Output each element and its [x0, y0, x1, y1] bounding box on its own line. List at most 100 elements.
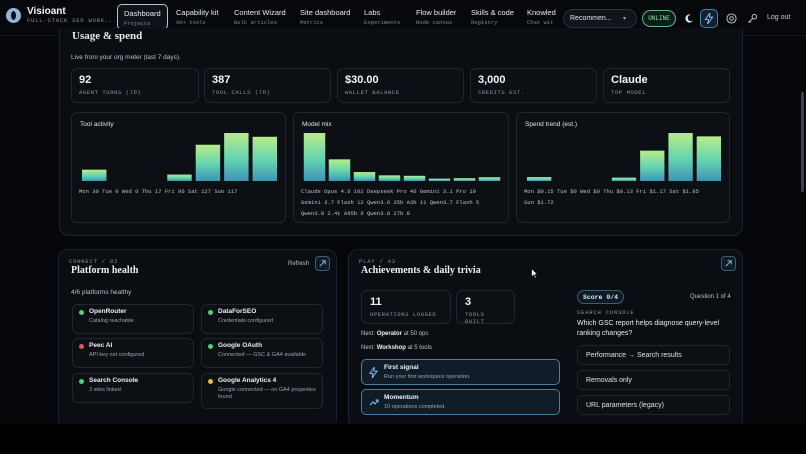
achievement-badge[interactable]: Momentum 10 operations completed. — [361, 389, 560, 415]
tab-labs[interactable]: Labs Experiments — [358, 4, 406, 30]
score-badge: Score 0/4 — [577, 290, 624, 304]
tab-flow-builder[interactable]: Flow builder Node canvas — [410, 4, 462, 30]
stat-label: TOOLS BUILT — [465, 311, 485, 325]
tab-label: Site dashboard — [300, 8, 351, 17]
brand-tagline: FULL-STACK SEO WORK... — [27, 17, 118, 24]
chart-bar — [353, 172, 376, 181]
tab-site-dashboard[interactable]: Site dashboard Metrics — [294, 4, 356, 30]
badge-name: Momentum — [384, 394, 419, 401]
stat-value: 387 — [212, 74, 231, 86]
achievement-badge[interactable]: First signal Run your first workspace op… — [361, 359, 560, 385]
health-summary: 4/6 platforms healthy — [71, 289, 132, 296]
platform-desc: Credentials configured — [218, 318, 274, 324]
stat-label: AGENT TURNS (7D) — [79, 89, 142, 96]
badge-desc: 10 operations completed. — [384, 404, 446, 410]
tab-label: Knowled — [527, 8, 556, 17]
stat-value: Claude — [611, 74, 648, 86]
chart-caption-line: Mon 30 Tue 0 Wed 0 Thu 17 Fri 96 Sat 127… — [79, 188, 238, 195]
stat-card: 92 AGENT TURNS (7D) — [71, 68, 199, 103]
chart-caption: Claude Opus 4.6 102 Deepseek Pro 46 Gemi… — [301, 186, 479, 219]
tab-label: Dashboard — [124, 9, 161, 18]
tool-activity-chart: Tool activity Mon 30 Tue 0 Wed 0 Thu 17 … — [71, 112, 286, 223]
usage-subtitle: Live from your org meter (last 7 days). — [71, 54, 181, 61]
stat-value: 92 — [79, 74, 92, 86]
platform-card-peec-ai[interactable]: Peec AI API key not configured — [72, 338, 194, 368]
badge-desc: Run your first workspace operation. — [384, 374, 471, 380]
stat-label: OPERATIONS LOGGED — [370, 311, 437, 318]
platform-name: Google Analytics 4 — [218, 377, 277, 384]
scrollbar-thumb[interactable] — [801, 92, 804, 192]
tab-label: Content Wizard — [234, 8, 286, 17]
bottom-strip — [0, 424, 806, 454]
stat-card: 11 OPERATIONS LOGGED — [361, 290, 451, 324]
platform-card-search-console[interactable]: Search Console 3 sites linked — [72, 373, 194, 403]
tab-capability-kit[interactable]: Capability kit 90+ tools — [170, 4, 225, 30]
stat-card: 3 TOOLS BUILT — [456, 290, 515, 325]
key-icon — [747, 13, 757, 23]
chart-caption-line: Mon $0.15 Tue $0 Wed $0 Thu $0.13 Fri $1… — [524, 188, 699, 195]
platform-desc: Connected — GSC & GA4 available — [218, 352, 307, 358]
tab-sublabel: Chat wit — [527, 19, 554, 26]
stat-card: Claude TOP MODEL — [603, 68, 730, 103]
chart-bar — [303, 133, 326, 181]
status-dot — [208, 344, 213, 349]
tab-label: Labs — [364, 8, 381, 17]
next-milestone: Next: Operator at 50 ops — [361, 331, 428, 337]
help-icon — [725, 13, 737, 24]
platform-name: Google OAuth — [218, 342, 263, 349]
tab-knowledge[interactable]: Knowled Chat wit — [521, 4, 559, 30]
chevron-down-icon: ▾ — [622, 16, 626, 22]
answer-option[interactable]: Performance → Search results — [577, 345, 730, 365]
section-eyebrow: CONNECT / 02 — [69, 258, 119, 265]
status-dot — [208, 310, 213, 315]
platform-card-dataforseo[interactable]: DataForSEO Credentials configured — [201, 304, 323, 334]
platform-card-google-oauth[interactable]: Google OAuth Connected — GSC & GA4 avail… — [201, 338, 323, 368]
platform-name: DataForSEO — [218, 308, 257, 315]
next-name: Operator — [376, 331, 403, 337]
help-button[interactable] — [722, 9, 740, 28]
tab-content-wizard[interactable]: Content Wizard Bulk articles — [228, 4, 292, 30]
chart-bar — [428, 178, 451, 181]
answer-option[interactable]: Removals only — [577, 370, 730, 390]
platform-card-openrouter[interactable]: OpenRouter Catalog reachable — [72, 304, 194, 334]
chart-bar — [328, 159, 351, 181]
theme-toggle-button[interactable] — [680, 9, 698, 28]
chart-caption-line: Sun $1.72 — [524, 199, 554, 206]
next-milestone: Next: Workshop at 5 tools — [361, 345, 432, 351]
chart-caption-line: Qwen3.8 2.4t A95b 6 Qwen3.8 27b 8 — [301, 210, 410, 217]
model-select[interactable]: Recommen... ▾ — [563, 9, 637, 28]
next-rest: at 5 tools — [407, 345, 432, 351]
chart-bar — [403, 175, 426, 181]
chart-bar — [378, 175, 401, 181]
platform-desc: Google connected — no GA4 properties fou… — [218, 387, 316, 400]
model-mix-chart: Model mix Claude Opus 4.6 102 Deepseek P… — [293, 112, 509, 223]
status-dot — [208, 379, 213, 384]
next-name: Workshop — [376, 345, 406, 351]
tab-sublabel: Bulk articles — [234, 19, 277, 26]
tab-skills-code[interactable]: Skills & code Registry — [465, 4, 520, 30]
stat-value: 3 — [465, 296, 472, 308]
stat-card: 387 TOOL CALLS (7D) — [204, 68, 331, 103]
stat-card: $30.00 WALLET BALANCE — [337, 68, 464, 103]
refresh-link[interactable]: Refresh — [288, 261, 310, 267]
moon-icon — [684, 14, 693, 23]
platform-card-google-analytics[interactable]: Google Analytics 4 Google connected — no… — [201, 373, 323, 409]
status-dot — [79, 310, 84, 315]
next-prefix: Next: — [361, 345, 376, 351]
chart-plot — [81, 133, 278, 181]
trend-icon — [369, 399, 379, 406]
expand-button[interactable] — [315, 256, 330, 271]
status-badge: ONLINE — [642, 10, 676, 27]
stat-label: TOOL CALLS (7D) — [212, 89, 271, 96]
stat-label: CREDITS EST. — [478, 89, 525, 96]
api-keys-button[interactable] — [743, 9, 761, 28]
brand[interactable]: Visioant FULL-STACK SEO WORK... — [6, 6, 117, 24]
logout-link[interactable]: Log out — [767, 14, 791, 21]
question-counter: Question 1 of 4 — [690, 294, 731, 300]
chart-bar — [640, 150, 665, 181]
answer-option[interactable]: URL parameters (legacy) — [577, 395, 730, 415]
expand-button[interactable] — [721, 256, 736, 271]
quick-action-button[interactable] — [700, 9, 718, 28]
bolt-icon — [704, 13, 714, 24]
tab-dashboard[interactable]: Dashboard Projects — [117, 4, 168, 30]
